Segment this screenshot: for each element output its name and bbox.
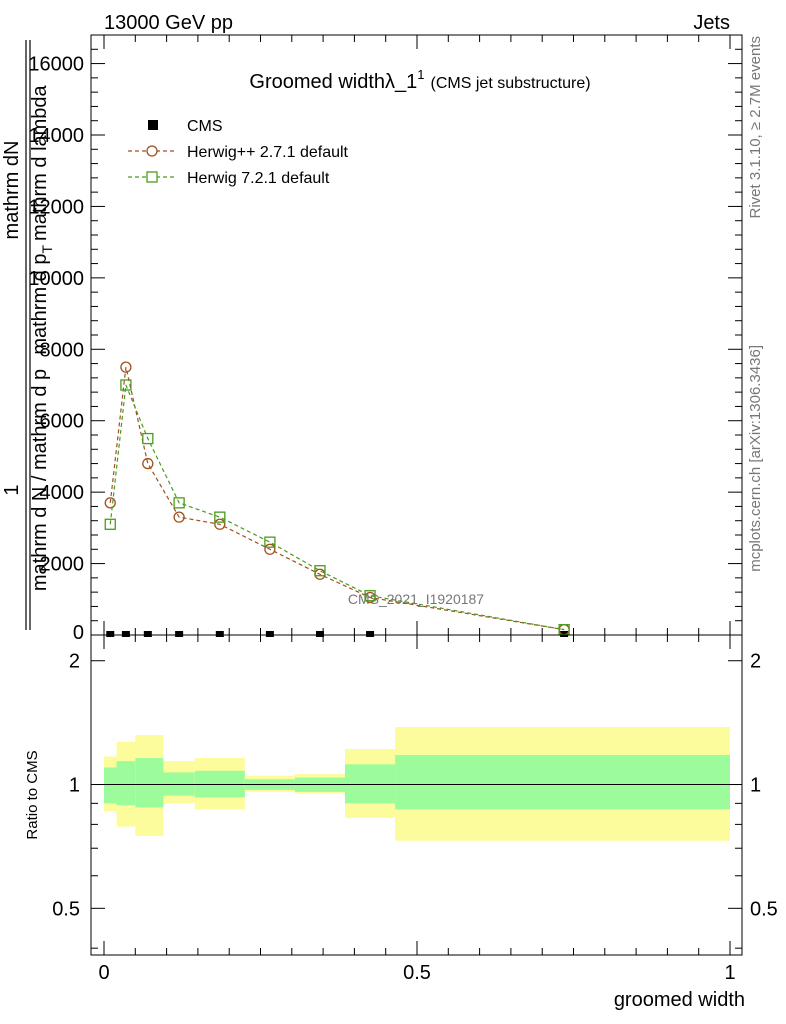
series-layer bbox=[104, 361, 570, 637]
title-symbol: λ_1 bbox=[385, 71, 417, 93]
x-tick-label: 0 bbox=[98, 962, 109, 984]
herwigpp-point bbox=[120, 361, 132, 373]
x-tick-label: 1 bbox=[724, 962, 735, 984]
herwigpp-point bbox=[264, 543, 276, 555]
ratio-y-tick-label-right: 0.5 bbox=[750, 898, 778, 920]
analysis-watermark: CMS_2021_I1920187 bbox=[348, 591, 484, 607]
main-y-tick-label: 14000 bbox=[28, 125, 84, 147]
main-x-ticks bbox=[103, 35, 731, 635]
ylabel-numerator-a: 1 bbox=[1, 484, 23, 495]
cms-point bbox=[106, 631, 115, 637]
legend: CMS Herwig++ 2.7.1 default Herwig 7.2.1 de… bbox=[128, 118, 349, 187]
cms-point bbox=[366, 631, 375, 637]
legend-label: Herwig++ 2.7.1 default bbox=[187, 144, 349, 161]
ratio-inner-band bbox=[104, 767, 117, 804]
cms-point bbox=[315, 631, 324, 637]
main-y-axis: 2000 4000 6000 8000 10000 12000 14000 16000 0 bbox=[28, 34, 742, 644]
series-line bbox=[109, 367, 565, 631]
herwigpp-point bbox=[214, 518, 226, 530]
mcplots-label: mcplots.cern.ch [arXiv:1306.3436] bbox=[747, 345, 764, 572]
main-y-tick-label: 16000 bbox=[28, 54, 84, 76]
series-line bbox=[109, 384, 565, 631]
herwig7-point bbox=[173, 497, 185, 509]
herwig7-point bbox=[214, 511, 226, 523]
ylabel-denominator-sub: T bbox=[39, 245, 55, 254]
ratio-y-tick-label-right: 2 bbox=[750, 651, 761, 673]
cms-point bbox=[215, 631, 224, 637]
herwig7-point bbox=[364, 590, 376, 602]
series-2 bbox=[104, 379, 570, 636]
legend-item: Herwig 7.2.1 default bbox=[128, 170, 330, 187]
legend-marker-square bbox=[146, 171, 158, 183]
herwig7-point bbox=[120, 379, 132, 391]
ratio-inner-band bbox=[135, 758, 164, 808]
header-left: 13000 GeV pp bbox=[104, 12, 233, 34]
ylabel-numerator-b: mathrm dN bbox=[1, 141, 23, 240]
title-suffix: (CMS jet substructure) bbox=[431, 75, 591, 92]
x-axis-label: groomed width bbox=[614, 989, 745, 1011]
series-0 bbox=[106, 631, 569, 637]
ratio-inner-band bbox=[395, 754, 730, 810]
main-y-tick-label-zero: 0 bbox=[73, 622, 84, 644]
legend-item: Herwig++ 2.7.1 default bbox=[128, 144, 349, 161]
title-superscript: 1 bbox=[417, 67, 424, 82]
main-y-tick-label: 12000 bbox=[28, 196, 84, 218]
ylabel-denominator-c: mathrm d lambda bbox=[29, 84, 51, 240]
plot-title: Groomed widthλ_11 (CMS jet substructure) bbox=[249, 67, 590, 93]
ratio-x-axis: 0 0.5 1 bbox=[98, 635, 736, 984]
ratio-y-tick-label-left: 0.5 bbox=[52, 898, 80, 920]
main-ylabel: 1 mathrm dN mathrm d N / mathrm d p math… bbox=[1, 40, 55, 630]
main-y-tick-label: 8000 bbox=[40, 339, 85, 361]
ratio-ylabel: Ratio to CMS bbox=[24, 750, 41, 839]
ratio-inner-band bbox=[345, 764, 396, 804]
legend-label: Herwig 7.2.1 default bbox=[187, 170, 330, 187]
cms-point bbox=[175, 631, 184, 637]
herwig7-point bbox=[104, 518, 116, 530]
cms-point bbox=[265, 631, 274, 637]
legend-label: CMS bbox=[187, 118, 223, 135]
main-y-tick-label: 2000 bbox=[40, 554, 85, 576]
ratio-inner-band bbox=[163, 772, 195, 796]
cms-point bbox=[143, 631, 152, 637]
herwig7-point bbox=[314, 565, 326, 577]
main-y-tick-label: 4000 bbox=[40, 482, 85, 504]
ylabel-denominator-b: mathrm d p bbox=[29, 254, 51, 355]
main-y-tick-label: 6000 bbox=[40, 411, 85, 433]
cms-point bbox=[121, 631, 130, 637]
legend-item: CMS bbox=[148, 118, 223, 135]
ylabel-denominator-a: mathrm d N / mathrm d p bbox=[29, 369, 51, 591]
ylabel-denominator-b-group: mathrm d pTmathrm d lambda bbox=[29, 84, 55, 354]
header-right: Jets bbox=[693, 12, 730, 34]
ratio-y-tick-label-right: 1 bbox=[750, 775, 761, 797]
legend-marker-circle bbox=[146, 145, 158, 157]
herwigpp-point bbox=[104, 497, 116, 509]
herwigpp-point bbox=[142, 457, 154, 470]
ratio-y-tick-label-left: 2 bbox=[69, 651, 80, 673]
herwig7-point bbox=[264, 536, 276, 548]
rivet-label: Rivet 3.1.10, ≥ 2.7M events bbox=[747, 36, 764, 219]
herwig7-point bbox=[142, 432, 154, 445]
x-tick-label: 0.5 bbox=[403, 962, 431, 984]
ratio-y-axis: 0.5 0.5 1 1 2 2 bbox=[52, 651, 778, 949]
main-y-tick-label: 10000 bbox=[28, 268, 84, 290]
ratio-y-tick-label-left: 1 bbox=[69, 775, 80, 797]
ratio-bands bbox=[104, 727, 730, 841]
legend-marker-cms bbox=[148, 120, 158, 130]
title-main: Groomed width bbox=[249, 71, 385, 93]
ratio-inner-band bbox=[116, 761, 136, 806]
herwigpp-point bbox=[173, 511, 185, 523]
